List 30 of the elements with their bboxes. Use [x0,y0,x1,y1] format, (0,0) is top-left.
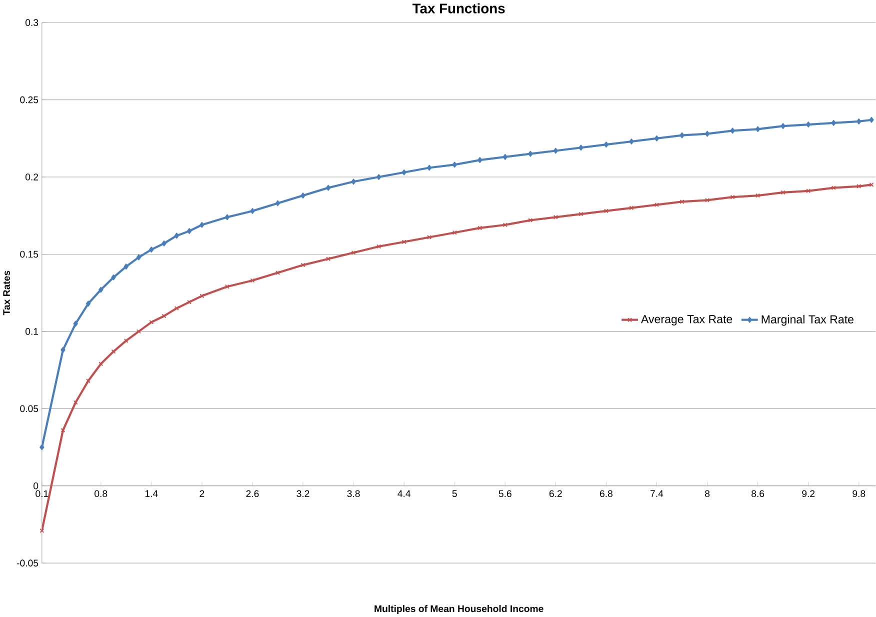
x-axis-title: Multiples of Mean Household Income [374,604,544,614]
chart-title: Tax Functions [412,3,505,14]
x-tick-label: 6.8 [600,490,612,497]
x-tick-label: 4.4 [398,490,410,497]
x-tick-label: 3.8 [347,490,360,497]
x-tick-label: 8.6 [752,490,764,497]
x-tick-label: 7.4 [650,490,664,497]
y-tick-label: 0.25 [20,96,38,104]
legend-label: Average Tax Rate [640,315,732,326]
x-tick-label: 2 [200,490,204,497]
x-tick-label: 6.2 [549,490,562,497]
x-tick-label: 9.8 [852,490,866,497]
x-tick-label: 2.6 [246,490,259,497]
legend-label: Marginal Tax Rate [762,314,854,326]
y-tick-label: 0.2 [25,173,38,180]
x-tick-label: 5 [452,490,457,497]
y-axis-title: Tax Rates [3,270,10,316]
y-tick-label: 0.15 [20,250,38,258]
x-tick-label: 5.6 [498,490,512,497]
x-tick-label: 3.2 [296,490,310,497]
y-tick-label: 0 [34,482,38,490]
x-tick-label: 8 [705,490,710,497]
x-tick-label: 1.4 [145,490,158,497]
y-tick-label: 0.3 [25,19,38,26]
y-tick-label: 0.05 [20,405,38,412]
x-tick-label: 0.1 [36,490,48,497]
y-tick-label: -0.05 [16,560,38,566]
y-tick-label: 0.1 [25,328,38,335]
x-tick-label: 9.2 [802,490,815,497]
x-tick-label: 0.8 [94,490,108,497]
